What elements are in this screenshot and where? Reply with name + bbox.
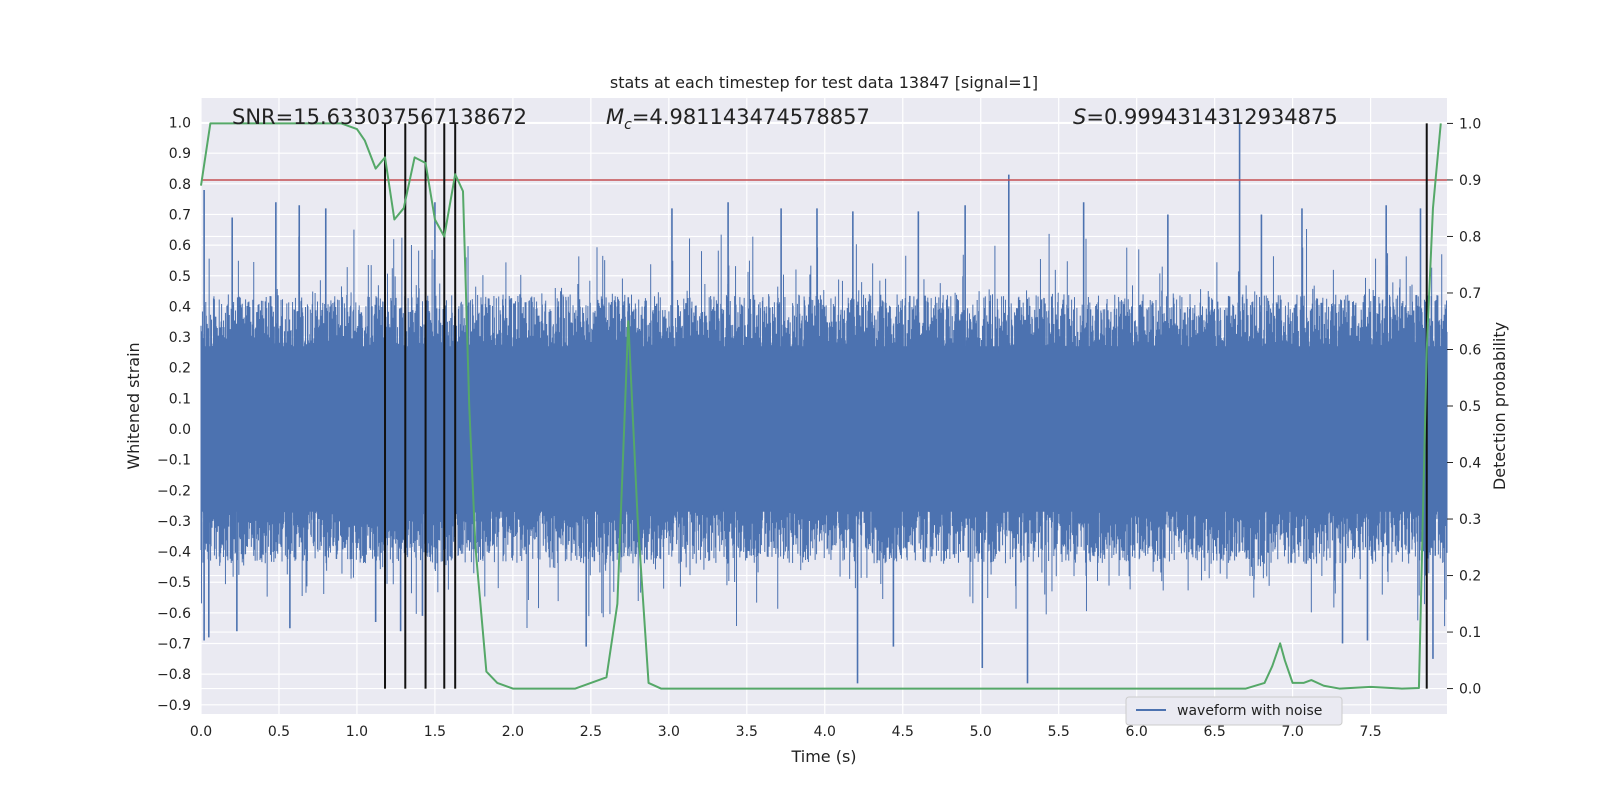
- y-tick-label: −0.9: [157, 698, 191, 714]
- x-tick-label: 3.5: [736, 724, 758, 740]
- y-tick-label: −0.1: [157, 453, 191, 469]
- y-tick-label: 0.1: [169, 391, 191, 407]
- y2-tick-label: 0.0: [1459, 682, 1481, 698]
- y-tick-label: 0.6: [169, 238, 191, 254]
- y-tick-label: 1.0: [169, 116, 191, 132]
- y2-axis-label: Detection probability: [1490, 322, 1509, 490]
- y-tick-label: 0.5: [169, 269, 191, 285]
- x-tick-label: 1.0: [346, 724, 368, 740]
- y-tick-label: −0.8: [157, 667, 191, 683]
- y-tick-label: 0.2: [169, 361, 191, 377]
- x-tick-label: 5.5: [1048, 724, 1070, 740]
- y-tick-label: −0.3: [157, 514, 191, 530]
- y-tick-label: 0.8: [169, 177, 191, 193]
- y-tick-label: −0.6: [157, 606, 191, 622]
- x-tick-label: 1.5: [424, 724, 446, 740]
- legend: waveform with noise: [1125, 696, 1343, 726]
- x-tick-label: 7.5: [1359, 724, 1381, 740]
- y2-tick-label: 0.8: [1459, 229, 1481, 245]
- y2-tick-label: 0.2: [1459, 569, 1481, 585]
- x-tick-label: 4.0: [814, 724, 836, 740]
- waveform-series: [200, 122, 1448, 684]
- x-tick-label: 0.0: [190, 724, 212, 740]
- x-tick-label: 6.0: [1126, 724, 1148, 740]
- x-tick-label: 7.0: [1281, 724, 1303, 740]
- y-tick-label: 0.4: [169, 299, 191, 315]
- x-tick-label: 6.5: [1204, 724, 1226, 740]
- x-tick-label: 4.5: [892, 724, 914, 740]
- overlay-lines: [200, 122, 1447, 690]
- detection-probability-line: [200, 122, 1442, 690]
- legend-entry-waveform: waveform with noise: [1177, 703, 1322, 719]
- y-tick-label: −0.5: [157, 575, 191, 591]
- y2-tick-label: 0.4: [1459, 456, 1481, 472]
- y2-tick-label: 1.0: [1459, 116, 1481, 132]
- legend-box: [1125, 696, 1343, 726]
- y-tick-label: −0.7: [157, 637, 191, 653]
- y-axis-label: Whitened strain: [124, 342, 143, 469]
- x-tick-label: 2.5: [580, 724, 602, 740]
- x-tick-label: 2.0: [502, 724, 524, 740]
- x-tick-label: 5.0: [970, 724, 992, 740]
- axes: 0.0 0.5 1.0 1.5 2.0 2.5 3.0 3.5 4.0 4.5 5.0 5.5 6.0 6…: [157, 116, 1481, 740]
- y-tick-label: −0.4: [157, 545, 191, 561]
- score-annotation: S=0.9994314312934875: [1073, 105, 1338, 129]
- y-tick-label: 0.9: [169, 146, 191, 162]
- chart-title: stats at each timestep for test data 138…: [610, 73, 1038, 92]
- y2-tick-label: 0.7: [1459, 286, 1481, 302]
- y-tick-label: −0.2: [157, 483, 191, 499]
- x-tick-label: 0.5: [268, 724, 290, 740]
- y2-tick-label: 0.9: [1459, 173, 1481, 189]
- y2-tick-label: 0.1: [1459, 625, 1481, 641]
- y-tick-label: 0.3: [169, 330, 191, 346]
- y2-tick-label: 0.6: [1459, 342, 1481, 358]
- x-tick-label: 3.0: [658, 724, 680, 740]
- y-tick-label: 0.7: [169, 207, 191, 223]
- snr-annotation: SNR=15.633037567138672: [232, 105, 527, 129]
- y2-tick-label: 0.5: [1459, 399, 1481, 415]
- chirp-mass-annotation: Mc=4.981143474578857: [606, 105, 870, 133]
- y-tick-label: 0.0: [169, 422, 191, 438]
- y2-tick-label: 0.3: [1459, 512, 1481, 528]
- x-axis-label: Time (s): [790, 747, 856, 766]
